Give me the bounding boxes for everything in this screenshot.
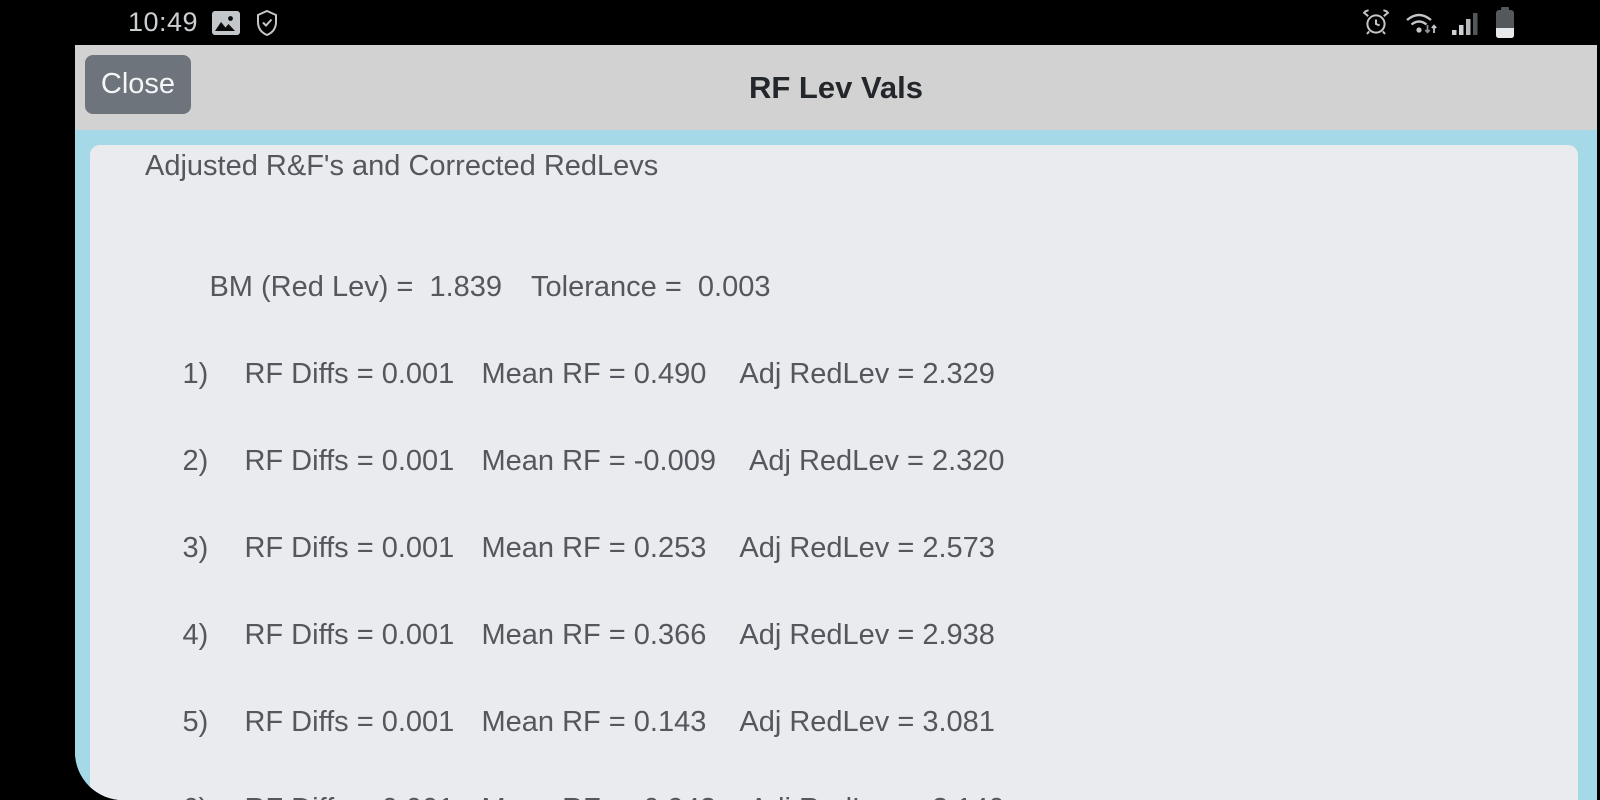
adj-redlev-value: Adj RedLev = 2.329 <box>739 358 995 390</box>
mean-rf-value: Mean RF = 0.490 <box>481 358 707 390</box>
alarm-clock-icon <box>1362 9 1390 36</box>
row-number: 6) <box>182 792 244 800</box>
row-number: 4) <box>182 619 209 651</box>
rf-row: 4) RF Diffs = 0.001 Mean RF = 0.366 Adj Red… <box>90 584 1578 651</box>
shield-check-icon <box>254 9 280 37</box>
tolerance-value-text: Tolerance = 0.003 <box>531 271 771 303</box>
adj-redlev-value: Adj RedLev = 2.140 <box>749 793 1005 800</box>
clock-time: 10:49 <box>128 7 199 37</box>
adj-redlev-value: Adj RedLev = 2.320 <box>749 445 1005 477</box>
rf-diffs-value: RF Diffs = 0.001 <box>244 792 481 800</box>
row-number: 1) <box>182 358 209 390</box>
row-number: 2) <box>182 445 209 477</box>
panel-heading: Adjusted R&F's and Corrected RedLevs <box>145 150 659 182</box>
rf-row: 3) RF Diffs = 0.001 Mean RF = 0.253 Adj Red… <box>90 497 1578 564</box>
wifi-icon <box>1403 9 1439 36</box>
mean-rf-value: Mean RF = -0.009 <box>481 445 717 477</box>
rf-row: 2) RF Diffs = 0.001 Mean RF = -0.009 Adj Re… <box>90 410 1578 477</box>
adj-redlev-value: Adj RedLev = 3.081 <box>739 706 995 738</box>
rf-row: 5) RF Diffs = 0.001 Mean RF = 0.143 Adj Red… <box>90 671 1578 738</box>
values-panel[interactable]: Adjusted R&F's and Corrected RedLevs BM … <box>90 145 1578 800</box>
status-bar: 10:49 <box>0 0 1600 45</box>
bm-tolerance-line: BM (Red Lev) = 1.839 Tolerance = 0.003 <box>145 236 1578 303</box>
battery-icon <box>1494 6 1516 39</box>
bm-value-text: BM (Red Lev) = 1.839 <box>209 271 503 303</box>
adj-redlev-value: Adj RedLev = 2.938 <box>739 619 995 651</box>
rf-diffs-value: RF Diffs = 0.001 <box>244 445 455 477</box>
cell-signal-icon <box>1452 10 1481 36</box>
title-bar: Close RF Lev Vals <box>75 45 1597 130</box>
rf-diffs-value: RF Diffs = 0.001 <box>244 532 455 564</box>
adj-redlev-value: Adj RedLev = 2.573 <box>739 532 995 564</box>
rf-diffs-value: RF Diffs = 0.001 <box>244 619 455 651</box>
image-icon <box>211 10 241 36</box>
page-title: RF Lev Vals <box>748 69 924 105</box>
rf-row: 1) RF Diffs = 0.001 Mean RF = 0.490 Adj Red… <box>90 323 1578 390</box>
row-number: 5) <box>182 706 209 738</box>
mean-rf-value: Mean RF = 0.253 <box>481 532 707 564</box>
app-window: Close RF Lev Vals Adjusted R&F's and Cor… <box>75 45 1597 800</box>
mean-rf-value: Mean RF = 0.143 <box>481 706 707 738</box>
close-button[interactable]: Close <box>85 55 191 114</box>
mean-rf-value: Mean RF = -0.942 <box>481 793 716 800</box>
rf-diffs-value: RF Diffs = 0.001 <box>244 706 455 738</box>
rf-diffs-value: RF Diffs = 0.001 <box>244 358 455 390</box>
content-area: Adjusted R&F's and Corrected RedLevs BM … <box>75 130 1597 800</box>
mean-rf-value: Mean RF = 0.366 <box>481 619 707 651</box>
row-number: 3) <box>182 532 209 564</box>
